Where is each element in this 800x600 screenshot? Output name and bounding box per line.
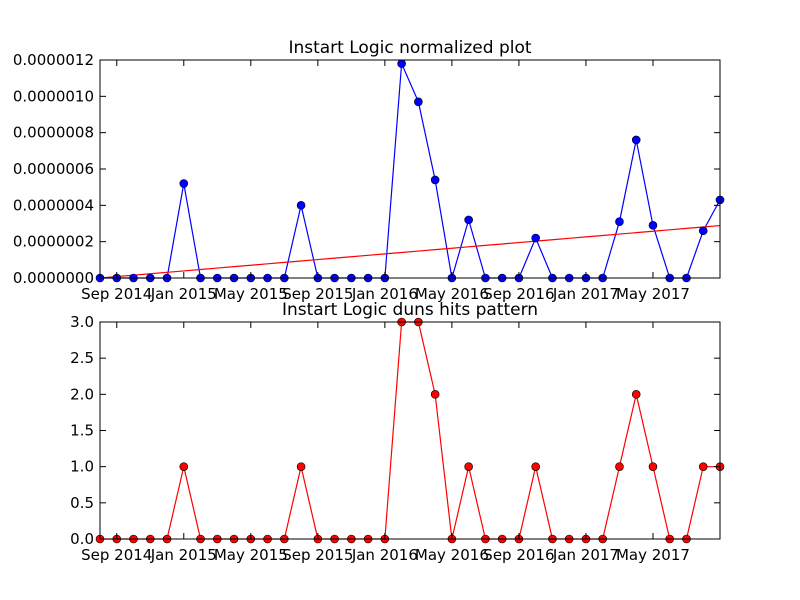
data-point	[615, 217, 624, 226]
y-tick-label: 1.0	[70, 458, 94, 476]
data-point	[414, 97, 423, 107]
data-point	[615, 462, 624, 471]
y-tick-label: 0.0000008	[13, 124, 94, 142]
x-tick-label: May 2015	[214, 546, 288, 564]
chart-title: Instart Logic normalized plot	[288, 38, 531, 58]
x-tick-label: Sep 2015	[282, 546, 353, 564]
data-point	[698, 462, 708, 471]
x-tick-label: May 2015	[214, 285, 288, 303]
data-point	[698, 226, 708, 236]
series-line	[99, 224, 721, 279]
data-point	[296, 201, 306, 210]
subplot-normalized: Instart Logic normalized plot 0.00000000…	[13, 38, 725, 303]
chart-title: Instart Logic duns hits pattern	[282, 300, 538, 320]
data-point	[430, 175, 440, 185]
x-tick-label: Sep 2016	[483, 285, 554, 303]
x-tick-label: Jan 2015	[150, 546, 217, 564]
y-tick-label: 3.0	[70, 313, 94, 331]
x-tick-label: May 2017	[616, 285, 690, 303]
data-point	[464, 215, 473, 225]
x-tick-label: Sep 2015	[282, 285, 353, 303]
data-point	[430, 390, 440, 399]
y-tick-label: 2.0	[70, 385, 94, 403]
data-point	[179, 462, 189, 471]
data-point	[179, 179, 189, 188]
subplot-hits: Instart Logic duns hits pattern 0.0 0.5 1.…	[70, 300, 725, 564]
y-tick-label: 0.0000004	[13, 196, 94, 214]
x-tick-label: Sep 2014	[81, 546, 152, 564]
x-tick-label: May 2017	[616, 546, 690, 564]
data-point	[648, 462, 658, 471]
x-tick-label: Jan 2017	[552, 285, 619, 303]
x-tick-label: Jan 2016	[351, 546, 418, 564]
plot-markers	[95, 59, 725, 283]
y-tick-label: 0.5	[70, 494, 94, 512]
x-tick-label: Jan 2017	[552, 546, 619, 564]
data-point	[631, 390, 641, 399]
data-point	[296, 462, 306, 471]
x-tick-label: Sep 2016	[483, 546, 554, 564]
y-tick-label: 0.0000002	[13, 233, 94, 251]
data-point	[397, 59, 406, 68]
y-tick-label: 0.0000012	[13, 51, 94, 69]
y-tick-label: 2.5	[70, 349, 94, 367]
y-tick-label: 0.0000006	[13, 160, 94, 178]
y-tick-label: 1.5	[70, 422, 94, 440]
x-tick-label: Jan 2016	[351, 285, 418, 303]
x-tick-label: May 2016	[415, 546, 489, 564]
data-point	[531, 233, 540, 243]
y-tick-label: 0.0	[70, 530, 94, 548]
x-tick-label: Jan 2015	[150, 285, 217, 303]
data-point	[631, 135, 641, 145]
y-axis: 0.0 0.5 1.0 1.5 2.0 2.5 3.0	[70, 313, 720, 548]
x-tick-label: May 2016	[415, 285, 489, 303]
data-point	[531, 462, 540, 471]
x-tick-label: Sep 2014	[81, 285, 152, 303]
data-point	[464, 462, 473, 471]
data-point	[648, 221, 658, 230]
y-axis: 0.0000000 0.0000002 0.0000004 0.0000006 0.00…	[13, 51, 720, 287]
y-tick-label: 0.0000000	[13, 269, 94, 287]
y-tick-label: 0.0000010	[13, 87, 94, 105]
